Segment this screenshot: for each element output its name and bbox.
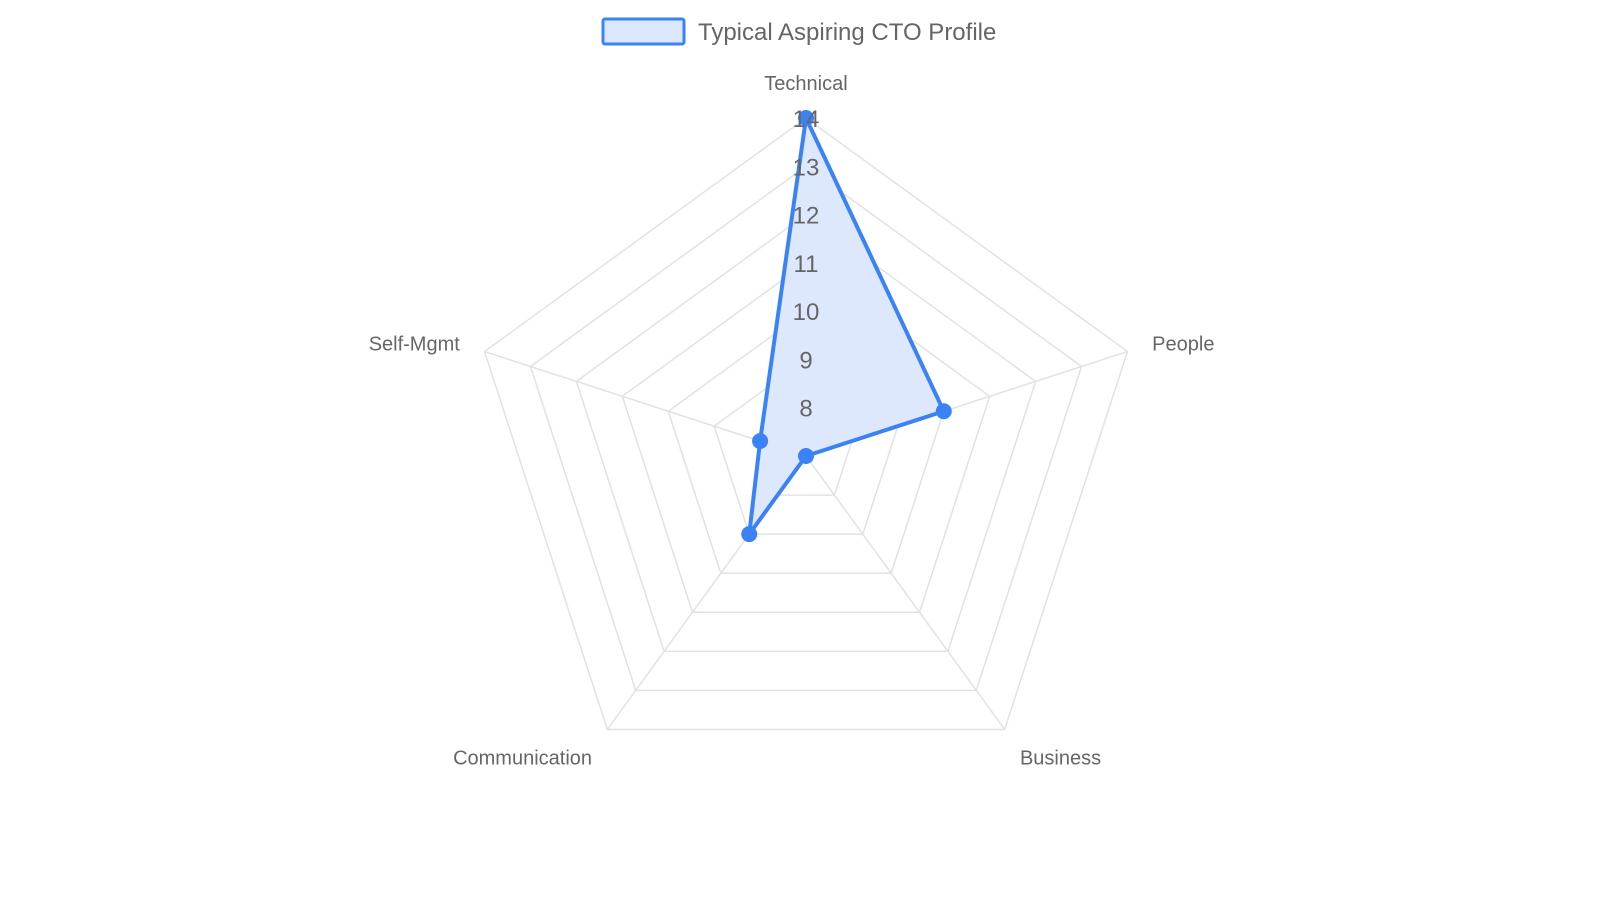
data-point-people <box>935 403 952 420</box>
series-area <box>747 116 946 537</box>
grid-ring-12 <box>575 213 1037 653</box>
tick-label-13: 13 <box>793 154 820 181</box>
spoke-self-mgmt <box>484 350 807 457</box>
axis-labels: Technical People Business Communication Self… <box>369 73 1215 769</box>
spoke-business <box>805 455 1006 730</box>
legend[interactable]: Typical Aspiring CTO Profile <box>601 17 996 46</box>
radial-ticks: 8 9 10 11 12 13 14 <box>793 106 820 423</box>
data-point-self-mgmt <box>752 433 769 450</box>
tick-label-11: 11 <box>794 251 819 278</box>
data-point-business <box>798 448 814 464</box>
series-layer <box>741 110 952 543</box>
axis-label-business: Business <box>1020 747 1101 769</box>
axis-label-technical: Technical <box>764 73 847 95</box>
legend-swatch <box>601 17 686 46</box>
tick-label-12: 12 <box>793 203 820 230</box>
grid-ring-14 <box>483 117 1129 731</box>
tick-label-8: 8 <box>799 396 812 423</box>
tick-label-10: 10 <box>793 299 820 326</box>
axis-label-self-mgmt: Self-Mgmt <box>369 334 461 356</box>
grid-ring-13 <box>529 165 1083 692</box>
tick-label-9: 9 <box>799 347 812 374</box>
axis-label-people: People <box>1152 334 1214 356</box>
legend-label: Typical Aspiring CTO Profile <box>698 19 996 46</box>
data-point-technical <box>798 110 814 126</box>
grid-ring-11 <box>621 261 991 614</box>
tick-label-14: 14 <box>793 106 820 133</box>
axis-label-communication: Communication <box>453 747 592 769</box>
data-point-communication <box>741 526 758 543</box>
